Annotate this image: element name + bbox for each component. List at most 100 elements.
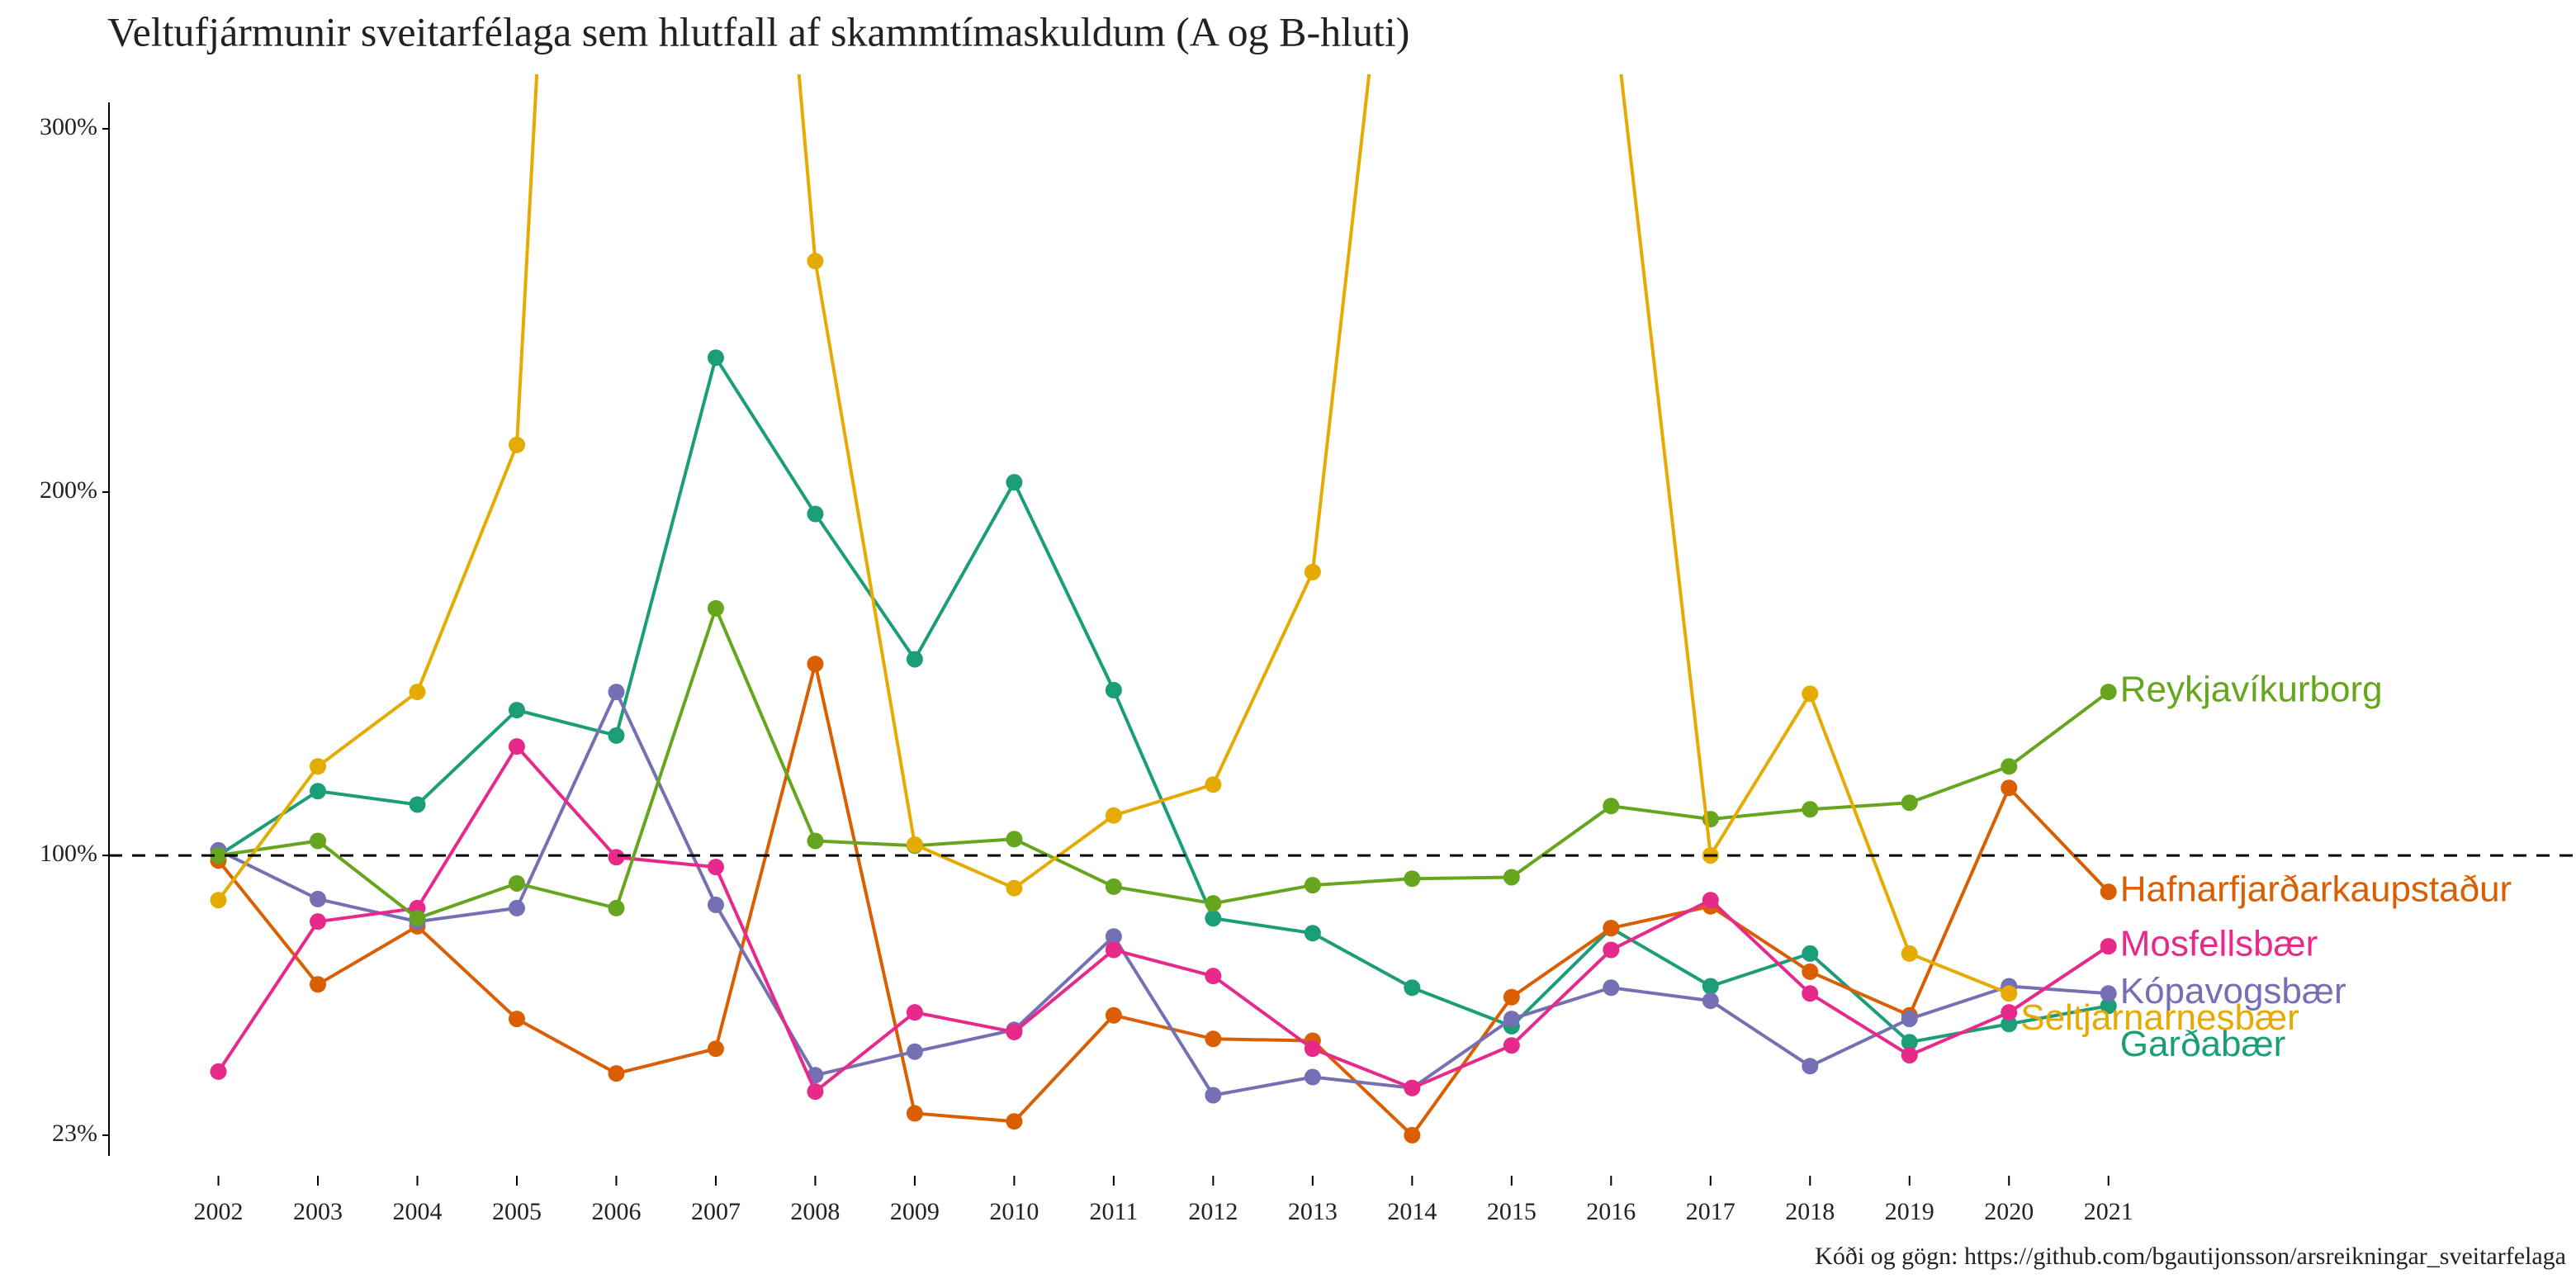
plot-area <box>210 74 2117 1144</box>
series-line <box>216 743 2110 1095</box>
data-point <box>1702 892 1719 909</box>
data-point <box>1304 1040 1321 1058</box>
x-tick-label: 2010 <box>989 1198 1039 1225</box>
data-point <box>1503 869 1520 886</box>
data-point <box>2001 758 2018 775</box>
data-point <box>2100 684 2117 701</box>
data-point <box>1503 1011 1520 1028</box>
data-point <box>409 684 426 701</box>
x-tick-label: 2013 <box>1288 1198 1338 1225</box>
x-tick-label: 2009 <box>890 1198 940 1225</box>
data-point <box>1205 1030 1222 1048</box>
x-tick-label: 2014 <box>1387 1198 1437 1225</box>
data-point <box>1901 945 1918 962</box>
data-point <box>906 1004 923 1021</box>
data-point <box>608 727 625 744</box>
data-point <box>1006 1023 1023 1040</box>
data-point <box>1603 941 1620 959</box>
data-point <box>1205 1087 1222 1104</box>
data-point <box>1901 1034 1918 1051</box>
x-tick-label: 2020 <box>1984 1198 2034 1225</box>
data-point <box>1205 968 1222 985</box>
data-point <box>807 832 824 850</box>
series-label: Seltjarnarnesbær <box>2020 997 2299 1038</box>
y-tick-label: 300% <box>40 113 97 140</box>
series-label: Mosfellsbær <box>2120 924 2318 964</box>
x-tick-label: 2004 <box>393 1198 443 1225</box>
y-tick-label: 23% <box>52 1120 97 1147</box>
data-point <box>1105 807 1122 824</box>
data-point <box>1404 1079 1421 1096</box>
data-point <box>608 684 625 701</box>
data-point <box>1702 978 1719 995</box>
data-point <box>1006 1113 1023 1130</box>
data-point <box>310 783 327 800</box>
data-point <box>1802 1058 1819 1075</box>
y-tick-label: 200% <box>40 476 97 504</box>
data-point <box>508 436 525 453</box>
data-point <box>409 910 426 927</box>
data-point <box>1105 878 1122 895</box>
data-point <box>1105 928 1122 945</box>
data-point <box>1105 681 1122 698</box>
data-point <box>2001 779 2018 797</box>
data-point <box>508 874 525 892</box>
x-tick-label: 2006 <box>591 1198 641 1225</box>
data-point <box>1603 979 1620 997</box>
x-tick-label: 2005 <box>492 1198 542 1225</box>
data-point <box>1802 945 1819 962</box>
data-point <box>1503 988 1520 1006</box>
data-point <box>1702 992 1719 1010</box>
data-point <box>906 836 923 853</box>
data-point <box>1901 1047 1918 1064</box>
series-line <box>217 688 2109 1097</box>
data-point <box>1901 794 1918 812</box>
data-point <box>906 651 923 668</box>
data-point <box>707 1040 724 1058</box>
data-point <box>707 349 724 367</box>
series-line <box>218 604 2110 921</box>
x-tick-label: 2003 <box>293 1198 343 1225</box>
data-point <box>2001 1004 2018 1021</box>
series-label: Garðabær <box>2120 1024 2286 1064</box>
x-tick-label: 2007 <box>691 1198 741 1225</box>
data-point <box>310 758 327 775</box>
data-point <box>1006 831 1023 848</box>
x-tick-label: 2002 <box>194 1198 244 1225</box>
data-point <box>608 1065 625 1082</box>
data-point <box>1205 776 1222 793</box>
series-line <box>216 663 2110 1138</box>
data-point <box>1802 685 1819 703</box>
data-point <box>707 859 724 876</box>
x-tick-label: 2011 <box>1089 1198 1138 1225</box>
x-tick-label: 2017 <box>1686 1198 1735 1225</box>
data-point <box>210 892 227 909</box>
data-point <box>807 505 824 523</box>
data-point <box>1603 920 1620 937</box>
data-point <box>807 656 824 673</box>
x-tick-label: 2018 <box>1785 1198 1835 1225</box>
data-point <box>1006 474 1023 491</box>
chart-title: Veltufjármunir sveitarfélaga sem hlutfal… <box>107 8 1409 54</box>
data-point <box>1304 925 1321 942</box>
data-point <box>508 899 525 916</box>
data-point <box>409 796 426 813</box>
series-label: Hafnarfjarðarkaupstaður <box>2120 869 2512 910</box>
data-point <box>1105 1006 1122 1024</box>
data-point <box>1603 798 1620 815</box>
data-point <box>2100 938 2117 955</box>
data-point <box>1503 1037 1520 1054</box>
data-point <box>906 1105 923 1122</box>
data-point <box>707 599 724 617</box>
data-point <box>608 899 625 916</box>
data-point <box>1304 1068 1321 1086</box>
data-point <box>1404 870 1421 888</box>
data-point <box>2100 985 2117 1002</box>
data-point <box>310 976 327 993</box>
y-tick-label: 100% <box>40 840 97 867</box>
series-label: Reykjavíkurborg <box>2120 670 2383 710</box>
data-point <box>1006 879 1023 897</box>
x-tick-label: 2015 <box>1487 1198 1537 1225</box>
data-point <box>1802 801 1819 818</box>
